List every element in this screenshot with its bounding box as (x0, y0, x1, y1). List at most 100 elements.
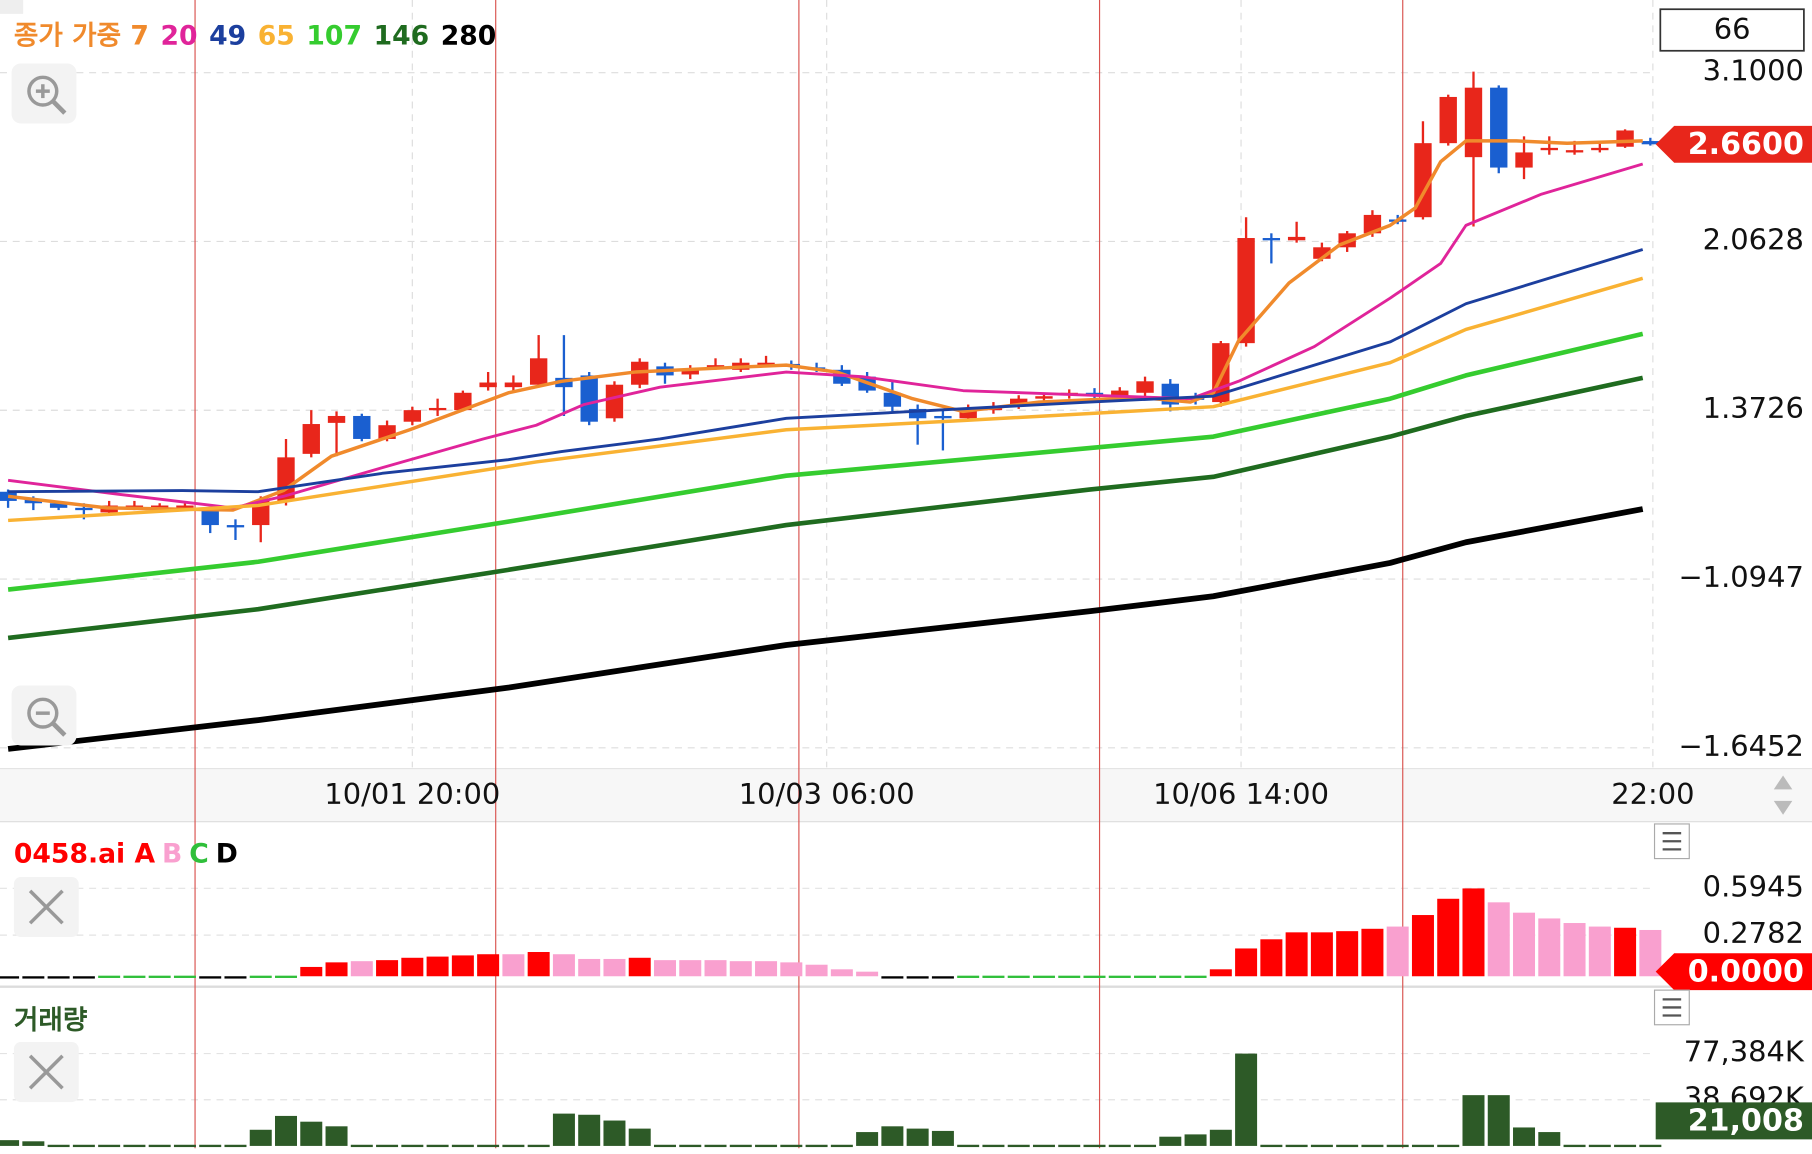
value-tag-label: 0.0000 (1688, 954, 1804, 989)
close-volume-button[interactable] (13, 1042, 79, 1103)
bar (830, 1144, 853, 1148)
bar (578, 958, 601, 977)
bar (72, 976, 95, 979)
value-tag (1655, 953, 1812, 991)
indicator-menu-button[interactable] (1653, 823, 1690, 860)
bar (704, 1144, 727, 1148)
bar (780, 962, 803, 977)
bar (451, 1144, 474, 1148)
legend-entry: C (189, 839, 209, 870)
moving-average-line (7, 375, 1644, 641)
bar (98, 1144, 121, 1148)
value-tag (1655, 125, 1812, 163)
candle-body (757, 362, 775, 366)
bar (881, 976, 904, 979)
bar (552, 954, 575, 977)
candle-body (327, 415, 346, 423)
bar (805, 964, 828, 977)
close-indicator-button[interactable] (13, 877, 79, 938)
bar (376, 960, 399, 977)
candle-body (1591, 147, 1609, 151)
value-tag (1655, 1102, 1812, 1140)
candle-body (1262, 238, 1281, 241)
bar (1361, 928, 1384, 977)
candle-body (681, 369, 699, 375)
bar (1563, 923, 1586, 977)
bar (1260, 1144, 1283, 1148)
bar (22, 976, 45, 979)
zoom-out-button[interactable] (11, 685, 77, 746)
candle-body (353, 415, 371, 439)
candle-body (1439, 96, 1457, 144)
legend-entry: 20 (161, 20, 198, 51)
bar (123, 975, 146, 978)
bar (249, 975, 272, 978)
x-tick-label: 10/06 14:00 (1153, 777, 1329, 811)
legend-entry: 종가 가중 (14, 20, 121, 51)
bar (653, 1144, 676, 1148)
bar (1437, 898, 1460, 977)
bar (1386, 926, 1409, 977)
bar (1007, 975, 1030, 978)
bar (47, 976, 70, 979)
candle-body (883, 392, 902, 407)
candle-body (1464, 87, 1483, 158)
bar (1032, 975, 1055, 978)
bar (426, 1144, 449, 1148)
bar (173, 975, 196, 978)
bar (47, 1144, 70, 1148)
volume-menu-button[interactable] (1653, 989, 1690, 1026)
legend-entry: D (216, 839, 238, 870)
moving-average-line (7, 506, 1644, 752)
bar (1361, 1144, 1384, 1148)
bar (1310, 932, 1333, 977)
bar (628, 957, 651, 977)
candle-body (176, 505, 194, 508)
bar (1513, 1127, 1536, 1146)
legend-entry: 65 (258, 20, 295, 51)
bar (931, 976, 954, 979)
candle-body (428, 407, 447, 411)
candle-body (504, 382, 523, 388)
candle-body (1287, 236, 1306, 241)
candle-body (1616, 130, 1634, 147)
bar (224, 1144, 247, 1148)
bar (1336, 931, 1359, 977)
legend-entry: 107 (306, 20, 362, 51)
candle-body (605, 384, 624, 419)
y-tick-label: −1.0947 (1678, 560, 1803, 594)
icon (28, 1054, 64, 1090)
bar (1588, 926, 1611, 977)
bar (1032, 1144, 1055, 1148)
y-tick-label: 0.2782 (1703, 916, 1804, 950)
bar (1513, 912, 1536, 977)
icon (27, 75, 59, 107)
bar (1538, 1132, 1561, 1146)
value-tag-label: 21,008 (1688, 1104, 1804, 1139)
bar (502, 1144, 525, 1148)
candle-body (49, 503, 68, 508)
icon (1662, 998, 1682, 1017)
bar (527, 952, 550, 977)
candle-body (706, 365, 725, 368)
moving-average-line (8, 276, 1644, 523)
bar (1235, 1053, 1258, 1146)
label-layer: −1.6452 −1.0947 1.3726 2.0628 3.1000 10/01 20… (14, 20, 1812, 1140)
bar (603, 958, 626, 977)
candle-body (226, 525, 245, 528)
y-tick-label: −1.6452 (1678, 729, 1803, 763)
bar (1614, 927, 1637, 977)
y-tick-label: 77,384K (1684, 1035, 1805, 1069)
bar (1260, 939, 1283, 977)
candle-body (1641, 141, 1660, 145)
bar (1285, 932, 1308, 977)
scale-toggle-button[interactable] (1773, 775, 1793, 815)
bar (982, 1144, 1005, 1148)
bar (275, 975, 298, 978)
candle-body (1313, 247, 1331, 259)
bar (1411, 915, 1434, 977)
candle-body (934, 415, 952, 419)
bar (1058, 975, 1081, 978)
zoom-in-button[interactable] (11, 63, 77, 124)
